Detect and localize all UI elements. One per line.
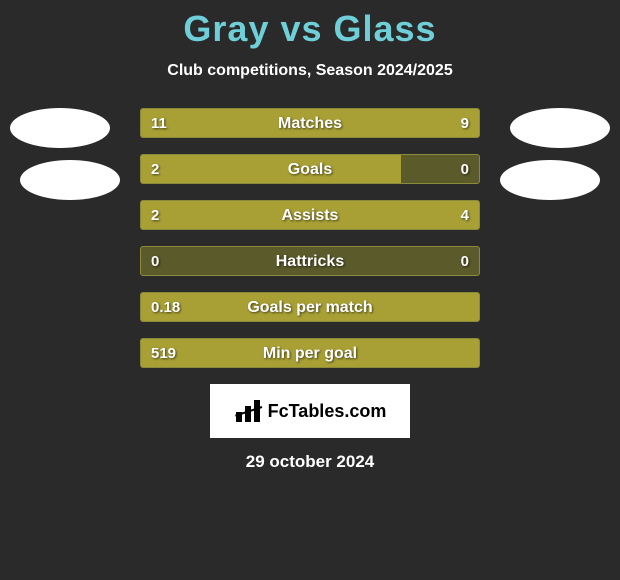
page-subtitle: Club competitions, Season 2024/2025	[0, 62, 620, 80]
stat-label: Matches	[141, 109, 479, 137]
stat-value-right: 0	[461, 247, 469, 275]
stat-row-min-per-goal: 519 Min per goal	[140, 338, 480, 368]
stat-row-matches: 11 Matches 9	[140, 108, 480, 138]
stat-row-hattricks: 0 Hattricks 0	[140, 246, 480, 276]
stat-value-right: 0	[461, 155, 469, 183]
stat-row-assists: 2 Assists 4	[140, 200, 480, 230]
stat-label: Goals	[141, 155, 479, 183]
avatar-right-1	[510, 108, 610, 148]
stat-value-right: 4	[461, 201, 469, 229]
logo-text: FcTables.com	[268, 401, 387, 422]
date-line: 29 october 2024	[0, 452, 620, 472]
stats-area: 11 Matches 9 2 Goals 0 2 Assists 4 0 Hat…	[0, 108, 620, 368]
stat-value-right: 9	[461, 109, 469, 137]
bar-chart-icon	[234, 400, 262, 422]
avatar-left-1	[10, 108, 110, 148]
page-title: Gray vs Glass	[0, 0, 620, 50]
avatar-right-2	[500, 160, 600, 200]
fctables-logo: FcTables.com	[210, 384, 410, 438]
avatar-left-2	[20, 160, 120, 200]
stat-label: Assists	[141, 201, 479, 229]
stat-label: Hattricks	[141, 247, 479, 275]
stat-label: Min per goal	[141, 339, 479, 367]
stat-row-goals-per-match: 0.18 Goals per match	[140, 292, 480, 322]
stat-label: Goals per match	[141, 293, 479, 321]
stat-row-goals: 2 Goals 0	[140, 154, 480, 184]
